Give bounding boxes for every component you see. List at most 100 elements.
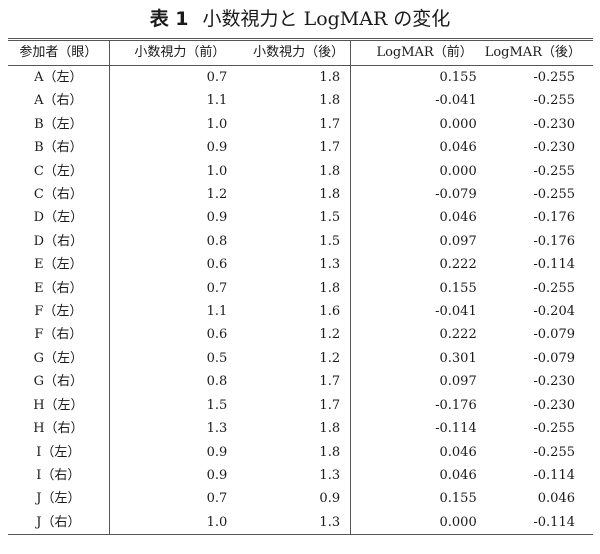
table-row: H（右） 1.3 1.8 -0.114 -0.255 [8, 417, 593, 441]
decimal-before-cell: 1.2 [206, 187, 228, 203]
participant-eye-cell: H（左） [8, 393, 110, 418]
decimal-after-cell: 1.8 [231, 89, 352, 113]
participant-eye-cell: H（右） [8, 417, 110, 441]
logmar-after-cell: 0.046 [537, 491, 575, 507]
decimal-after-cell: 0.9 [231, 487, 352, 511]
decimal-after-cell: 1.7 [231, 370, 352, 394]
table-row: I（右） 0.9 1.3 0.046 -0.114 [8, 463, 593, 488]
participant-eye-cell: D（右） [8, 229, 110, 254]
participant-eye-cell: G（右） [8, 370, 110, 394]
logmar-before-cell: 0.046 [439, 140, 477, 156]
table-row: F（右） 0.6 1.2 0.222 -0.079 [8, 323, 593, 347]
participant-eye-cell: B（右） [8, 136, 110, 160]
decimal-after-cell: 1.8 [231, 159, 352, 184]
logmar-after-cell: -0.079 [533, 350, 575, 366]
logmar-after-cell: -0.255 [533, 93, 575, 109]
logmar-before-cell: 0.000 [439, 163, 477, 179]
decimal-after-cell: 1.7 [231, 112, 352, 137]
table-row: H（左） 1.5 1.7 -0.176 -0.230 [8, 393, 593, 418]
participant-eye-cell: J（右） [8, 510, 110, 535]
logmar-before-cell: -0.079 [435, 187, 477, 203]
logmar-before-cell: 0.155 [439, 280, 477, 296]
decimal-before-cell: 0.7 [206, 280, 228, 296]
logmar-after-cell: -0.255 [533, 421, 575, 437]
participant-eye-cell: F（左） [8, 300, 110, 324]
decimal-before-cell: 0.5 [206, 350, 228, 366]
decimal-before-cell: 0.9 [206, 467, 228, 483]
logmar-after-cell: -0.204 [533, 304, 575, 320]
participant-eye-cell: D（左） [8, 206, 110, 230]
participant-eye-cell: B（左） [8, 112, 110, 137]
table-row: J（左） 0.7 0.9 0.155 0.046 [8, 487, 593, 511]
table-row: E（右） 0.7 1.8 0.155 -0.255 [8, 276, 593, 301]
logmar-before-cell: 0.046 [439, 210, 477, 226]
decimal-after-cell: 1.5 [231, 206, 352, 230]
decimal-before-cell: 1.0 [206, 163, 228, 179]
logmar-after-cell: -0.230 [533, 116, 575, 132]
decimal-after-cell: 1.8 [231, 276, 352, 301]
table-row: B（左） 1.0 1.7 0.000 -0.230 [8, 112, 593, 137]
decimal-after-cell: 1.5 [231, 229, 352, 254]
decimal-after-cell: 1.8 [231, 417, 352, 441]
participant-eye-cell: J（左） [8, 487, 110, 511]
header-logmar-after: LogMAR（後） [484, 39, 593, 66]
decimal-after-cell: 1.2 [231, 346, 352, 371]
logmar-before-cell: 0.222 [439, 257, 477, 273]
decimal-before-cell: 0.8 [206, 233, 228, 249]
participant-eye-cell: F（右） [8, 323, 110, 347]
logmar-after-cell: -0.176 [533, 233, 575, 249]
logmar-before-cell: 0.097 [439, 233, 477, 249]
decimal-after-cell: 1.3 [231, 463, 352, 488]
logmar-before-cell: 0.000 [439, 116, 477, 132]
logmar-before-cell: 0.155 [439, 70, 477, 85]
participant-eye-cell: C（右） [8, 183, 110, 207]
table-row: A（左） 0.7 1.8 0.155 -0.255 [8, 65, 593, 90]
decimal-after-cell: 1.7 [231, 136, 352, 160]
table-row: C（右） 1.2 1.8 -0.079 -0.255 [8, 183, 593, 207]
logmar-after-cell: -0.230 [533, 140, 575, 156]
participant-eye-cell: C（左） [8, 159, 110, 184]
logmar-before-cell: -0.176 [435, 397, 477, 413]
logmar-after-cell: -0.255 [533, 70, 575, 85]
participant-eye-cell: G（左） [8, 346, 110, 371]
decimal-before-cell: 0.9 [206, 140, 228, 156]
table-row: G（左） 0.5 1.2 0.301 -0.079 [8, 346, 593, 371]
table-row: C（左） 1.0 1.8 0.000 -0.255 [8, 159, 593, 184]
logmar-before-cell: 0.301 [439, 350, 477, 366]
table-row: D（右） 0.8 1.5 0.097 -0.176 [8, 229, 593, 254]
participant-eye-cell: A（右） [8, 89, 110, 113]
decimal-after-cell: 1.8 [231, 440, 352, 464]
decimal-after-cell: 1.6 [231, 300, 352, 324]
decimal-before-cell: 0.7 [206, 70, 228, 85]
participant-eye-cell: E（右） [8, 276, 110, 301]
logmar-before-cell: 0.097 [439, 374, 477, 390]
logmar-before-cell: 0.046 [439, 467, 477, 483]
logmar-after-cell: -0.176 [533, 210, 575, 226]
decimal-before-cell: 1.1 [206, 304, 228, 320]
header-row: 参加者（眼） 小数視力（前） 小数視力（後） LogMAR（前） LogMAR（… [8, 39, 593, 66]
logmar-before-cell: 0.222 [439, 327, 477, 343]
header-participant-eye: 参加者（眼） [8, 39, 110, 66]
logmar-before-cell: -0.041 [435, 304, 477, 320]
decimal-after-cell: 1.3 [231, 253, 352, 277]
logmar-before-cell: -0.114 [435, 421, 477, 437]
table-number: 表 1 [149, 8, 189, 30]
table-row: E（左） 0.6 1.3 0.222 -0.114 [8, 253, 593, 277]
table-row: F（左） 1.1 1.6 -0.041 -0.204 [8, 300, 593, 324]
header-decimal-after: 小数視力（後） [231, 39, 352, 66]
decimal-after-cell: 1.8 [231, 183, 352, 207]
table-caption: 表 1 小数視力と LogMAR の変化 [0, 6, 600, 32]
logmar-after-cell: -0.114 [533, 467, 575, 483]
visual-acuity-table: 参加者（眼） 小数視力（前） 小数視力（後） LogMAR（前） LogMAR（… [8, 38, 593, 536]
decimal-after-cell: 1.2 [231, 323, 352, 347]
table-title: 小数視力と LogMAR の変化 [202, 8, 451, 30]
logmar-before-cell: 0.000 [439, 514, 477, 530]
decimal-before-cell: 1.1 [206, 93, 228, 109]
decimal-before-cell: 0.7 [206, 491, 228, 507]
decimal-before-cell: 1.3 [206, 421, 228, 437]
header-logmar-before: LogMAR（前） [350, 39, 485, 66]
decimal-after-cell: 1.3 [231, 510, 352, 535]
decimal-after-cell: 1.7 [231, 393, 352, 418]
logmar-after-cell: -0.114 [533, 514, 575, 530]
decimal-before-cell: 0.9 [206, 444, 228, 460]
